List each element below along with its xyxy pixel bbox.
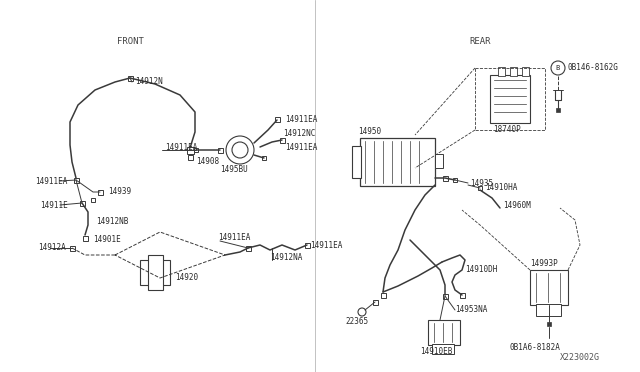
Text: 14993P: 14993P <box>530 259 557 267</box>
Bar <box>510 67 517 76</box>
Text: 14911EA: 14911EA <box>218 234 250 243</box>
Text: 14912A: 14912A <box>38 244 66 253</box>
Bar <box>97 189 102 195</box>
Bar <box>91 198 95 202</box>
Bar <box>530 270 568 305</box>
Text: X223002G: X223002G <box>560 353 600 362</box>
Text: 14912NB: 14912NB <box>96 218 129 227</box>
Text: REAR: REAR <box>469 38 491 46</box>
Bar <box>460 292 465 298</box>
Text: 14911EA: 14911EA <box>35 176 67 186</box>
Bar <box>522 67 529 76</box>
Text: 14935: 14935 <box>470 179 493 187</box>
Text: 14911EA: 14911EA <box>285 115 317 125</box>
Bar <box>186 147 193 154</box>
Bar <box>432 344 454 354</box>
Text: 14912N: 14912N <box>135 77 163 87</box>
Bar <box>498 67 505 76</box>
Circle shape <box>551 61 565 75</box>
Bar <box>275 116 280 122</box>
Text: 14920: 14920 <box>175 273 198 282</box>
Bar <box>442 294 447 298</box>
Text: 14953NA: 14953NA <box>455 305 488 314</box>
Bar <box>428 320 460 345</box>
Text: 14911EA: 14911EA <box>285 142 317 151</box>
Bar <box>246 246 250 250</box>
Text: 14910DH: 14910DH <box>465 266 497 275</box>
Bar <box>536 304 561 316</box>
Bar <box>547 322 551 326</box>
Bar <box>442 176 447 180</box>
Text: 14912NA: 14912NA <box>270 253 302 263</box>
Text: 14911EA: 14911EA <box>165 144 197 153</box>
Bar <box>352 146 361 178</box>
Bar <box>83 235 88 241</box>
Bar <box>148 255 163 290</box>
Text: 14910HA: 14910HA <box>485 183 517 192</box>
Bar <box>478 186 482 190</box>
Text: 14960M: 14960M <box>503 201 531 209</box>
Bar <box>381 292 385 298</box>
Text: 14911E: 14911E <box>40 201 68 209</box>
Text: 0B1A6-8182A: 0B1A6-8182A <box>510 343 561 353</box>
Bar <box>453 178 457 182</box>
Bar <box>262 156 266 160</box>
Text: 1495BU: 1495BU <box>220 166 248 174</box>
Circle shape <box>358 308 366 316</box>
Text: 14950: 14950 <box>358 128 381 137</box>
Bar <box>360 138 435 186</box>
Text: FRONT: FRONT <box>116 38 143 46</box>
Bar <box>70 246 74 250</box>
Text: 14908: 14908 <box>196 157 219 167</box>
Bar <box>218 148 223 153</box>
Text: B: B <box>556 65 560 71</box>
Text: 14911EA: 14911EA <box>310 241 342 250</box>
Bar <box>280 138 285 142</box>
Bar <box>490 75 530 123</box>
Text: 14912NC: 14912NC <box>283 128 316 138</box>
Text: 0B146-8162G: 0B146-8162G <box>568 64 619 73</box>
Text: 18740P: 18740P <box>493 125 521 135</box>
Text: 14939: 14939 <box>108 187 131 196</box>
Bar <box>74 177 79 183</box>
Bar <box>372 299 378 305</box>
Bar <box>127 76 132 80</box>
Bar <box>140 260 170 285</box>
Bar <box>188 154 193 160</box>
Bar <box>305 243 310 247</box>
Text: 14901E: 14901E <box>93 235 121 244</box>
Bar <box>194 148 198 152</box>
Bar <box>556 108 560 112</box>
Circle shape <box>226 136 254 164</box>
Bar <box>79 201 84 205</box>
Text: 22365: 22365 <box>345 317 368 327</box>
Text: 14910EB: 14910EB <box>420 347 452 356</box>
Bar <box>435 154 443 168</box>
Circle shape <box>232 142 248 158</box>
